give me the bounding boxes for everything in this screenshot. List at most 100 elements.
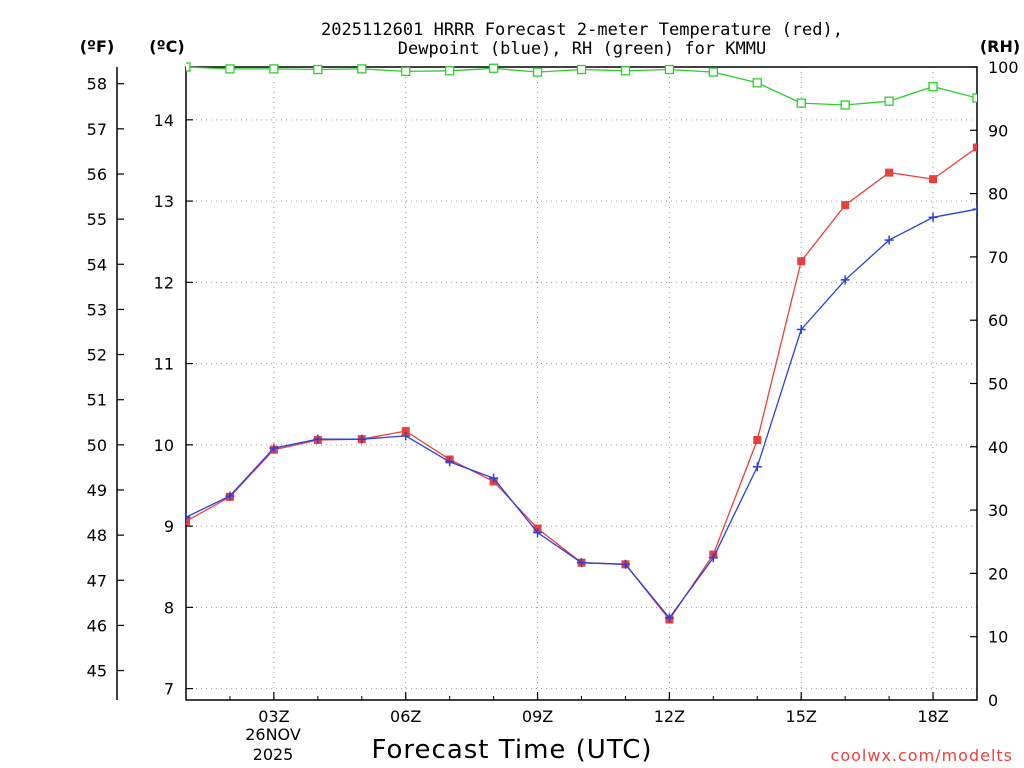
dewpoint-point <box>186 512 191 522</box>
rh-point <box>186 62 191 72</box>
dewpoint-point <box>664 613 674 623</box>
dewpoint-point <box>620 559 630 569</box>
x-tick-label: 06Z <box>390 707 421 726</box>
rh-point <box>532 67 543 77</box>
rh-axis-label: (RH) <box>980 37 1020 56</box>
temperature-point <box>841 201 850 210</box>
rh-point <box>357 64 367 74</box>
rh-point <box>313 64 323 75</box>
rh-point <box>664 64 675 75</box>
series-layer <box>186 62 977 624</box>
fahrenheit-tick-label: 49 <box>87 481 107 500</box>
x-axis-label: Forecast Time (UTC) <box>371 735 652 765</box>
temperature-point <box>401 427 410 436</box>
rh-point <box>269 64 279 74</box>
fahrenheit-tick-label: 50 <box>87 436 107 455</box>
dewpoint-point <box>269 443 279 453</box>
rh-tick-label: 60 <box>988 311 1008 330</box>
dewpoint-line <box>186 208 977 619</box>
rh-point <box>972 93 977 103</box>
temperature-point <box>885 168 894 177</box>
temperature-point <box>753 435 762 444</box>
celsius-axis-label: (ºC) <box>149 37 184 56</box>
rh-tick-label: 100 <box>988 58 1019 77</box>
rh-point <box>796 98 806 108</box>
rh-tick-label: 10 <box>988 628 1008 647</box>
dewpoint-series <box>186 204 977 623</box>
rh-point <box>620 66 631 76</box>
credit-text: coolwx.com/modelts <box>831 746 1013 765</box>
temperature-point <box>973 143 977 152</box>
fahrenheit-tick-label: 48 <box>87 526 107 545</box>
chart-title-line-1: 2025112601 HRRR Forecast 2-meter Tempera… <box>321 20 843 40</box>
dewpoint-point <box>445 457 455 467</box>
fahrenheit-tick-label: 52 <box>87 346 107 365</box>
dewpoint-point <box>489 473 499 483</box>
rh-point <box>225 64 235 74</box>
dewpoint-point <box>313 434 323 444</box>
x-tick-label: 18Z <box>917 707 948 726</box>
celsius-tick-label: 11 <box>154 355 174 374</box>
dewpoint-point <box>533 528 543 538</box>
rh-tick-label: 50 <box>988 375 1008 394</box>
celsius-tick-label: 12 <box>154 273 174 292</box>
celsius-tick-label: 7 <box>164 680 174 699</box>
x-tick-label: 15Z <box>786 707 817 726</box>
rh-point <box>840 100 850 110</box>
dewpoint-point <box>972 204 977 214</box>
rh-tick-label: 80 <box>988 185 1008 204</box>
fahrenheit-tick-label: 46 <box>87 616 107 635</box>
dewpoint-point <box>928 212 938 222</box>
rh-tick-label: 0 <box>988 691 998 710</box>
rh-point <box>488 63 499 73</box>
fahrenheit-axis-label: (ºF) <box>80 37 115 56</box>
dewpoint-point <box>401 431 411 441</box>
celsius-tick-label: 13 <box>154 192 174 211</box>
celsius-tick-label: 8 <box>164 598 174 617</box>
x-tick-label: 03Z <box>258 707 289 726</box>
rh-tick-label: 40 <box>988 438 1008 457</box>
dewpoint-point <box>708 553 718 563</box>
rh-tick-label: 20 <box>988 564 1008 583</box>
x-ticks: 03Z 06Z 09Z 12Z 15Z 18Z <box>185 692 978 726</box>
temperature-point <box>929 175 938 184</box>
x-tick-label: 12Z <box>654 707 685 726</box>
rh-series <box>186 62 977 110</box>
dewpoint-point <box>796 324 806 334</box>
temperature-series <box>186 143 977 624</box>
rh-point <box>401 66 411 77</box>
fahrenheit-tick-label: 58 <box>87 75 107 94</box>
dewpoint-point <box>225 491 235 501</box>
rh-point <box>576 64 587 75</box>
temperature-line <box>186 146 977 621</box>
rh-point <box>708 67 718 77</box>
rh-point <box>884 96 894 106</box>
x-tick-label: 09Z <box>522 707 553 726</box>
chart-title-line-2: Dewpoint (blue), RH (green) for KMMU <box>398 39 766 59</box>
dewpoint-point <box>357 434 367 444</box>
fahrenheit-tick-label: 45 <box>87 662 107 681</box>
celsius-tick-label: 14 <box>154 111 174 130</box>
fahrenheit-ticks: 45 46 47 48 49 50 51 52 53 54 55 56 57 58 <box>87 75 124 681</box>
fahrenheit-tick-label: 53 <box>87 300 107 319</box>
rh-tick-label: 70 <box>988 248 1008 267</box>
fahrenheit-tick-label: 57 <box>87 120 107 139</box>
plot-frame <box>185 66 978 701</box>
fahrenheit-tick-label: 56 <box>87 165 107 184</box>
fahrenheit-tick-label: 51 <box>87 391 107 410</box>
rh-ticks: 0 10 20 30 40 50 60 70 80 90 100 <box>970 58 1019 710</box>
dewpoint-point <box>840 275 850 285</box>
dewpoint-point <box>884 235 894 245</box>
rh-point <box>928 81 938 92</box>
date-label-year: 2025 <box>253 745 294 764</box>
celsius-ticks: 7 8 9 10 11 12 13 14 <box>154 111 193 699</box>
fahrenheit-tick-label: 54 <box>87 255 107 274</box>
fahrenheit-tick-label: 55 <box>87 210 107 229</box>
dewpoint-point <box>752 462 762 472</box>
rh-tick-label: 30 <box>988 501 1008 520</box>
temperature-point <box>186 517 190 526</box>
celsius-tick-label: 9 <box>164 517 174 536</box>
temperature-point <box>797 257 806 266</box>
celsius-tick-label: 10 <box>154 436 174 455</box>
